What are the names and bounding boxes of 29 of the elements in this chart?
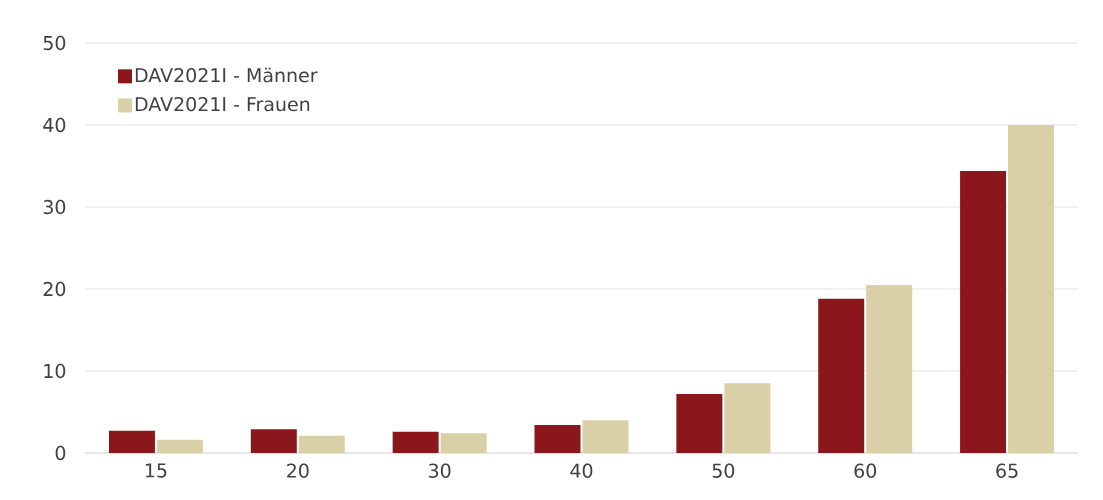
x-tick-label: 40 xyxy=(570,463,593,478)
legend-label: DAV2021I - Frauen xyxy=(135,96,310,112)
x-tick-label: 65 xyxy=(996,463,1018,478)
x-tick-label: 60 xyxy=(854,463,877,478)
bar xyxy=(440,433,487,453)
bar xyxy=(676,393,723,453)
bar xyxy=(960,170,1007,453)
bar xyxy=(156,439,203,453)
bar xyxy=(818,298,865,453)
bar xyxy=(866,284,913,453)
y-tick-label: 10 xyxy=(44,363,66,379)
bar xyxy=(298,435,345,453)
x-tick-label: 50 xyxy=(712,463,735,478)
y-tick-label: 30 xyxy=(43,199,66,215)
x-tick-label: 20 xyxy=(287,463,309,478)
y-tick-label: 40 xyxy=(43,117,66,133)
bar xyxy=(724,383,771,453)
bar xyxy=(534,425,581,453)
x-tick-label: 30 xyxy=(429,463,451,478)
bar xyxy=(392,431,439,453)
y-tick-label: 20 xyxy=(43,281,66,297)
y-tick-label: 50 xyxy=(43,35,66,51)
bar xyxy=(250,429,297,453)
x-tick-label: 15 xyxy=(145,463,167,478)
bar xyxy=(1008,124,1055,453)
bar xyxy=(582,420,629,453)
bar xyxy=(108,430,155,453)
legend-label: DAV2021I - Männer xyxy=(135,67,318,83)
y-tick-label: 0 xyxy=(55,445,66,461)
